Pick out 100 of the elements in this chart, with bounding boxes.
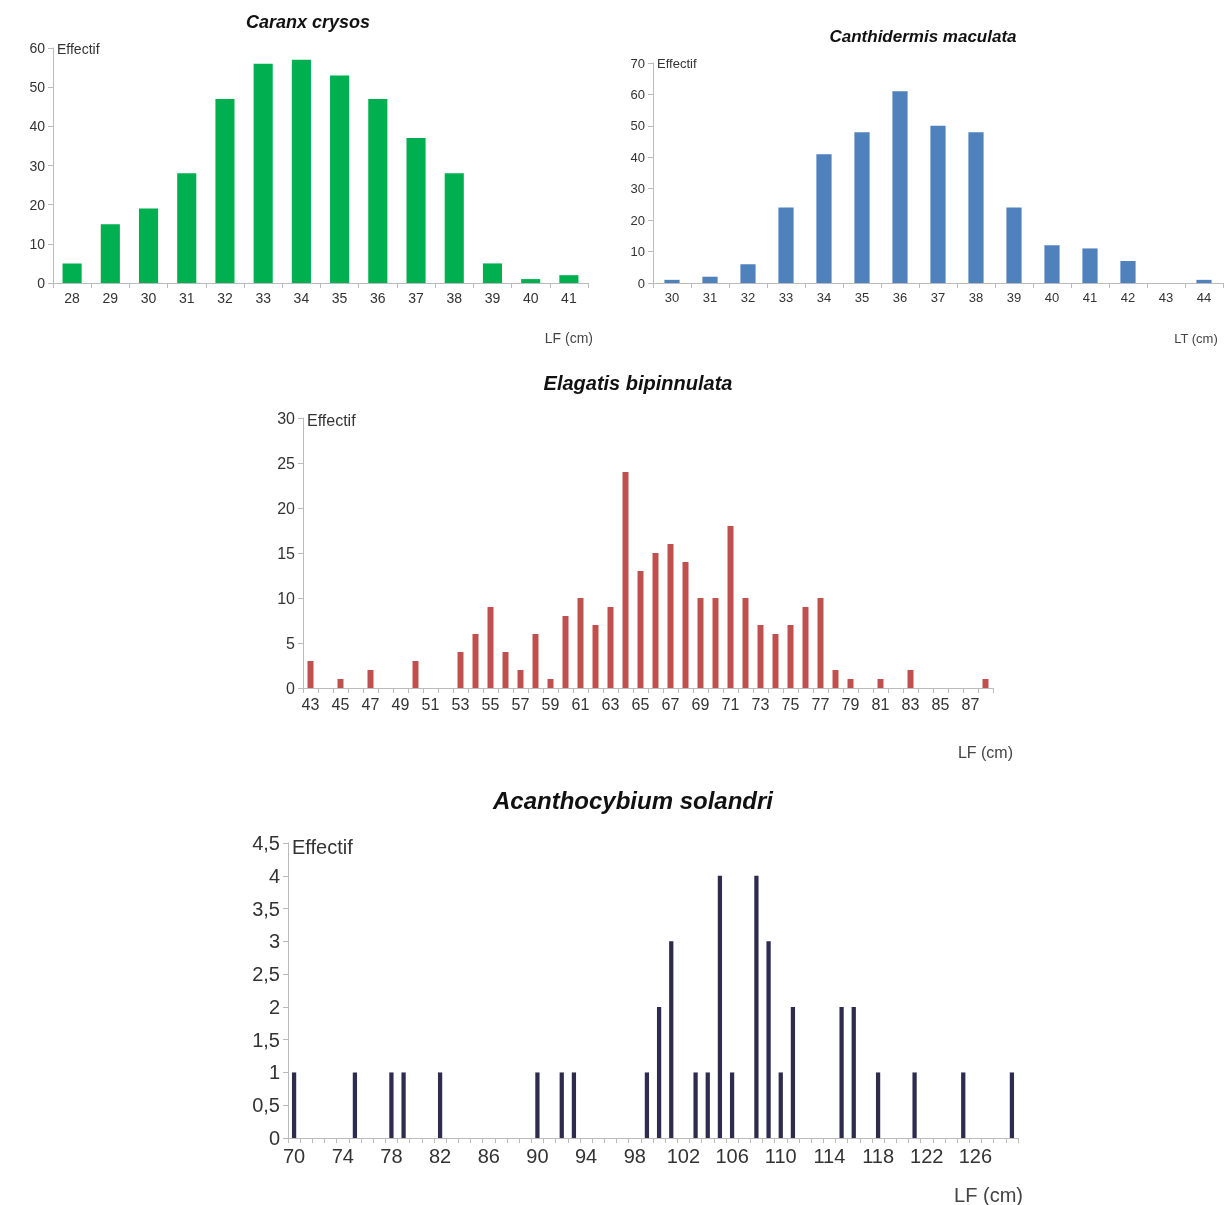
bar	[487, 607, 494, 688]
bar	[656, 1006, 662, 1138]
bar	[682, 562, 689, 688]
y-tick-label: 10	[29, 235, 46, 252]
x-tick-label: 42	[1120, 290, 1136, 305]
bar	[854, 132, 870, 283]
bar	[592, 625, 599, 688]
bar	[787, 625, 794, 688]
bar	[961, 1072, 966, 1138]
bar	[291, 59, 311, 283]
x-tick-label: 74	[331, 1145, 354, 1167]
bar	[757, 625, 764, 688]
bar	[740, 264, 756, 283]
x-tick-label: 32	[740, 290, 756, 305]
y-tick-label: 0	[268, 1127, 280, 1149]
bar	[717, 875, 723, 1138]
y-tick-label: 3	[268, 930, 280, 953]
y-tick-label: 60	[630, 86, 645, 102]
x-tick-label: 41	[1082, 290, 1098, 305]
bar	[839, 1006, 844, 1138]
bar	[772, 634, 779, 688]
bar	[702, 276, 718, 283]
x-tick-label: 51	[421, 695, 440, 713]
x-tick-label: 118	[862, 1145, 895, 1167]
bar	[667, 544, 674, 688]
x-tick-label: 38	[446, 290, 463, 306]
x-tick-label: 35	[331, 290, 348, 306]
x-tick-label: 45	[331, 695, 350, 713]
bar	[712, 598, 719, 688]
bar	[1006, 207, 1022, 283]
x-tick-label: 75	[781, 695, 800, 713]
bar	[742, 598, 749, 688]
x-tick-label: 38	[968, 290, 984, 305]
y-tick-label: 15	[277, 544, 296, 562]
bar	[437, 1072, 443, 1138]
bar	[307, 661, 314, 688]
bar	[790, 1006, 796, 1138]
x-tick-label: 36	[892, 290, 908, 305]
bar	[802, 607, 809, 688]
bar	[982, 679, 989, 688]
y-axis-title: Effectif	[657, 56, 697, 71]
x-axis-title: LF (cm)	[544, 330, 593, 346]
bar	[664, 279, 680, 283]
x-tick-label: 69	[691, 695, 710, 713]
bar	[778, 207, 794, 283]
x-tick-label: 40	[1044, 290, 1060, 305]
bar	[697, 598, 704, 688]
x-axis-title: LT (cm)	[1174, 331, 1218, 346]
x-tick-label: 67	[661, 695, 680, 713]
y-tick-label: 40	[29, 118, 46, 135]
bar	[472, 634, 479, 688]
bar	[669, 941, 674, 1138]
bar	[253, 63, 273, 283]
bar	[930, 125, 946, 283]
x-tick-label: 90	[526, 1145, 549, 1167]
bar	[368, 98, 388, 283]
bar	[457, 652, 464, 688]
bar	[482, 263, 503, 283]
bar	[1196, 279, 1212, 283]
y-tick-label: 0	[286, 679, 296, 697]
y-tick-label: 5	[286, 634, 296, 652]
bar	[851, 1006, 856, 1138]
y-tick-label: 50	[630, 118, 645, 134]
x-tick-label: 126	[958, 1145, 993, 1167]
x-tick-label: 33	[255, 290, 272, 306]
x-tick-label: 83	[901, 695, 920, 713]
x-tick-label: 86	[477, 1145, 500, 1167]
chart-title: Caranx crysos	[245, 12, 371, 32]
bar	[215, 98, 235, 283]
bar	[729, 1072, 735, 1138]
bar	[778, 1072, 783, 1138]
bar	[1082, 248, 1098, 283]
bar	[817, 598, 824, 688]
y-tick-label: 0	[637, 275, 645, 291]
x-tick-label: 65	[631, 695, 650, 713]
y-tick-label: 20	[29, 196, 46, 213]
x-tick-label: 33	[778, 290, 794, 305]
x-tick-label: 61	[571, 695, 590, 713]
x-tick-label: 63	[601, 695, 620, 713]
x-tick-label: 85	[931, 695, 950, 713]
y-tick-label: 4	[268, 864, 280, 887]
bar	[912, 1072, 917, 1138]
y-tick-label: 1,5	[252, 1028, 280, 1051]
x-tick-label: 30	[140, 290, 157, 306]
x-tick-label: 79	[841, 695, 860, 713]
bar	[577, 598, 584, 688]
bar	[177, 173, 197, 283]
bar	[571, 1072, 577, 1138]
y-tick-label: 10	[277, 589, 296, 607]
y-tick-label: 60	[29, 40, 46, 56]
x-tick-label: 110	[764, 1145, 797, 1167]
bar	[607, 607, 614, 688]
bar	[816, 154, 832, 283]
bar	[644, 1072, 650, 1138]
x-tick-label: 40	[522, 290, 539, 306]
bar	[892, 91, 908, 283]
x-tick-label: 102	[666, 1145, 701, 1167]
y-tick-label: 40	[630, 149, 645, 165]
bar	[559, 275, 579, 283]
x-tick-label: 34	[293, 290, 310, 306]
